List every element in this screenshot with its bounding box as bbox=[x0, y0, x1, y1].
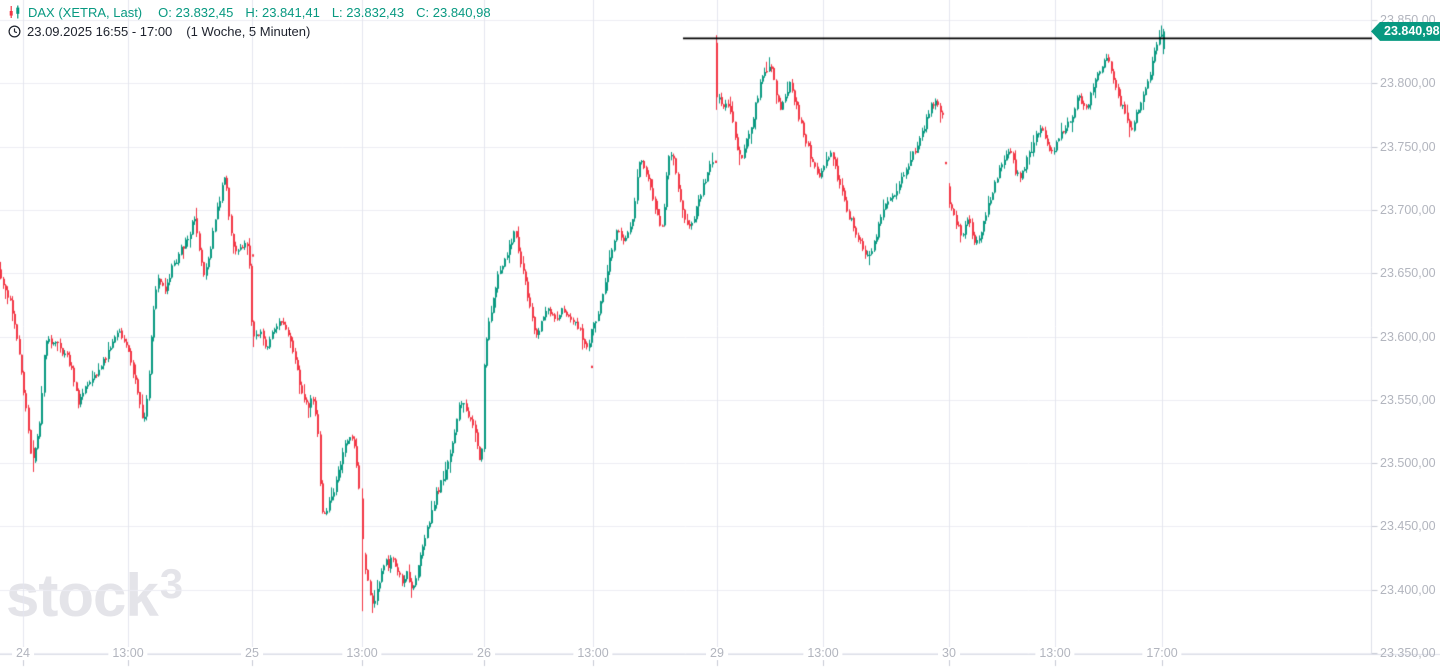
time-axis-label: 13:00 bbox=[342, 647, 382, 660]
last-price-tag: 23.840,98 bbox=[1371, 21, 1440, 41]
clock-icon bbox=[8, 24, 21, 38]
time-axis-label: 26 bbox=[473, 647, 495, 660]
price-axis[interactable]: 23.850,00 23.800,00 23.750,00 23.700,00 23.6… bbox=[1374, 0, 1440, 660]
ohlc-open: O: 23.832,45 bbox=[158, 4, 234, 20]
price-axis-label: 23.600,00 bbox=[1380, 329, 1436, 344]
price-axis-label: 23.800,00 bbox=[1380, 76, 1436, 91]
time-axis-label: 13:00 bbox=[803, 647, 843, 660]
time-axis-label: 29 bbox=[706, 647, 728, 660]
ohlc-close: C: 23.840,98 bbox=[416, 4, 491, 20]
time-axis-label: 13:00 bbox=[108, 647, 148, 660]
timeline-datetime: 23.09.2025 16:55 - 17:00 bbox=[27, 23, 173, 39]
price-axis-label: 23.350,00 bbox=[1380, 646, 1436, 660]
price-axis-label: 23.700,00 bbox=[1380, 202, 1436, 217]
candlestick-icon bbox=[9, 5, 20, 19]
legend-time-row: 23.09.2025 16:55 - 17:00 (1 Woche, 5 Min… bbox=[8, 23, 491, 39]
price-axis-label: 23.750,00 bbox=[1380, 139, 1436, 154]
ohlc-low: L: 23.832,43 bbox=[331, 4, 405, 20]
legend: DAX (XETRA, Last) O: 23.832,45 H: 23.841… bbox=[8, 4, 491, 39]
price-axis-label: 23.500,00 bbox=[1380, 456, 1436, 471]
time-axis-label: 17:00 bbox=[1142, 647, 1182, 660]
ohlc-high: H: 23.841,41 bbox=[245, 4, 320, 20]
time-axis-label: 30 bbox=[938, 647, 960, 660]
price-axis-label: 23.400,00 bbox=[1380, 582, 1436, 597]
legend-symbol-row[interactable]: DAX (XETRA, Last) O: 23.832,45 H: 23.841… bbox=[8, 4, 491, 20]
time-axis-label: 13:00 bbox=[1035, 647, 1075, 660]
time-axis-label: 24 bbox=[12, 647, 34, 660]
time-axis-label: 25 bbox=[241, 647, 263, 660]
price-axis-label: 23.650,00 bbox=[1380, 266, 1436, 281]
timeline-interval: (1 Woche, 5 Minuten) bbox=[186, 23, 311, 39]
price-axis-label: 23.550,00 bbox=[1380, 392, 1436, 407]
symbol-title: DAX (XETRA, Last) bbox=[28, 4, 143, 20]
time-axis-label: 13:00 bbox=[573, 647, 613, 660]
price-axis-label: 23.450,00 bbox=[1380, 519, 1436, 534]
